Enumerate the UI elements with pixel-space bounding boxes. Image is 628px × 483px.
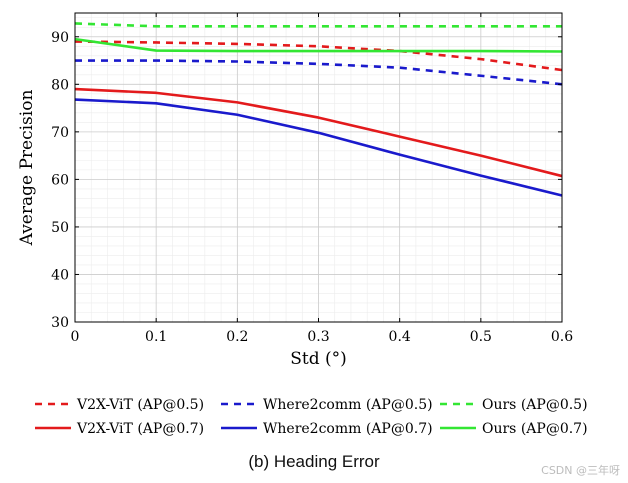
y-tick-label: 70 (51, 125, 69, 141)
y-tick-label: 30 (51, 315, 69, 331)
x-tick-label: 0.2 (226, 329, 248, 345)
y-tick-label: 80 (51, 77, 69, 93)
series-line-2 (74, 22, 562, 28)
series-line-0 (74, 40, 563, 72)
series-line-4 (74, 98, 563, 197)
series-line-3 (74, 87, 563, 178)
x-tick-label: 0.4 (389, 329, 411, 345)
y-tick-label: 40 (51, 267, 69, 283)
figure-caption: (b) Heading Error (248, 452, 380, 471)
watermark: CSDN @三年呀 (541, 464, 620, 477)
x-tick-label: 0.1 (145, 329, 167, 345)
legend-label-5: Ours (AP@0.7) (482, 421, 588, 437)
series-line-5 (74, 37, 563, 53)
legend-label-0: V2X-ViT (AP@0.5) (76, 397, 204, 413)
line-chart: 0 0.1 0.2 0.3 0.4 0.5 0.6 30 40 50 60 70 80 90 Std (°)… (17, 12, 588, 437)
legend-label-2: Ours (AP@0.5) (482, 397, 588, 413)
x-tick-label: 0 (71, 329, 80, 345)
x-tick-label: 0.3 (307, 329, 329, 345)
x-tick-label: 0.6 (551, 329, 573, 345)
y-tick-label: 50 (51, 220, 69, 236)
series-line-1 (75, 59, 563, 86)
x-axis-label: Std (°) (290, 349, 347, 369)
x-tick-label: 0.5 (470, 329, 492, 345)
y-tick-label: 90 (51, 30, 69, 46)
legend-label-3: V2X-ViT (AP@0.7) (76, 421, 204, 437)
legend-label-4: Where2comm (AP@0.7) (263, 421, 433, 437)
y-axis-label: Average Precision (17, 90, 37, 247)
y-tick-label: 60 (51, 172, 69, 188)
legend-label-1: Where2comm (AP@0.5) (263, 397, 433, 413)
